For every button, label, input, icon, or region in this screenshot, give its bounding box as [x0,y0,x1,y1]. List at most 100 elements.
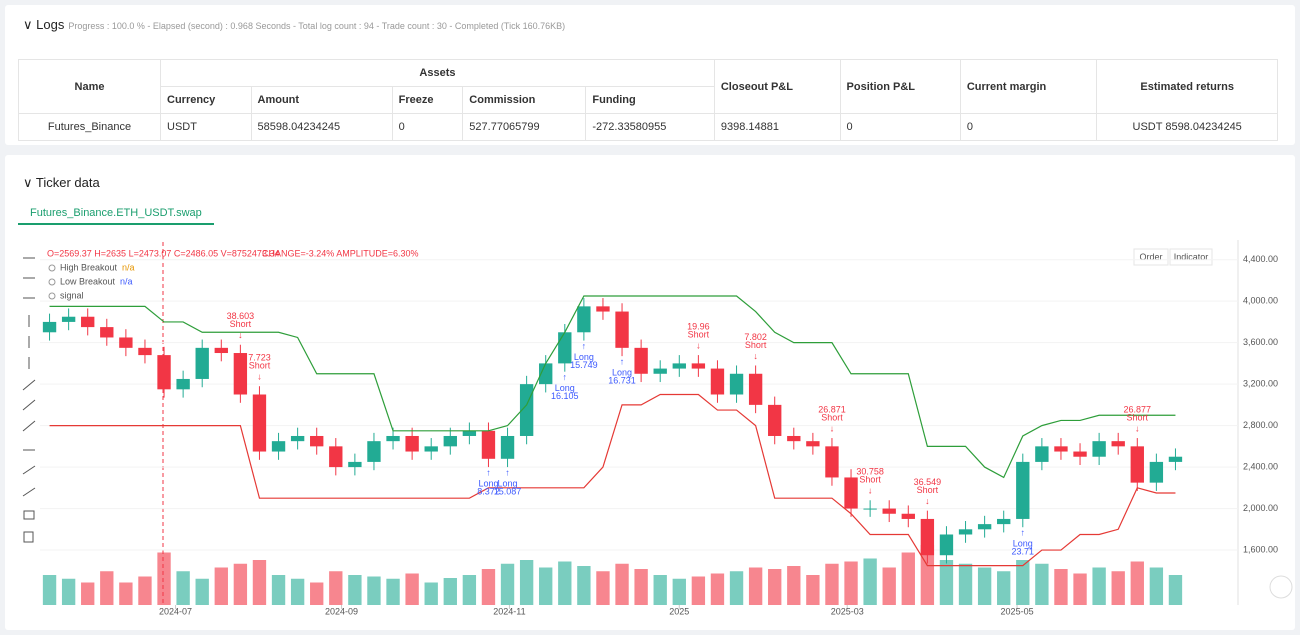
signal-label: Short [917,485,939,495]
indicator-button[interactable] [1169,248,1213,266]
ticker-panel: ∨ Ticker data Futures_Binance.ETH_USDT.s… [5,155,1295,630]
logs-title: Logs [36,17,65,32]
signal-label: Long [612,368,632,378]
table-cell: 0 [391,113,464,141]
ohlc-info: O=2569.37 H=2635 L=2473.07 C=2486.05 V=8… [47,248,279,258]
volume-bar [615,563,629,605]
legend-name: High Breakout [60,262,118,272]
candle-body [329,446,343,468]
candle-body [882,508,896,514]
table-cell: Closeout P&L [713,59,841,114]
scroll-button[interactable] [1269,575,1293,599]
signal-amount: 15.749 [570,360,598,370]
table-cell: -272.33580955 [585,113,715,141]
volume-bar [863,558,877,605]
signal-label: Short [230,319,252,329]
breakout-line [49,393,1176,567]
breakout-line [49,295,1176,479]
change-info: CHANGE=-3.24% AMPLITUDE=6.30% [262,248,419,258]
signal-label: Long [574,352,594,362]
table-cell: 527.77065799 [462,113,587,141]
signal-arrow: ↑ [486,467,491,477]
candle-body [748,373,763,405]
y-tick-label: 4,000.00 [1243,296,1278,306]
x-tick-label: 2024-07 [159,606,192,616]
signal-arrow: ↓ [257,372,262,382]
volume-bar [310,582,324,605]
volume-bar [653,575,667,605]
volume-bar [997,571,1011,605]
candle-body [768,404,782,436]
volume-bar [1092,567,1106,605]
candle-body [997,518,1011,525]
signal-label: Long [498,478,518,488]
order-button[interactable] [1133,248,1169,266]
candle-body [634,347,648,374]
signal-arrow: ↑ [505,467,510,477]
volume-bar [1168,575,1183,605]
candle-body [729,373,744,395]
y-tick-label: 3,600.00 [1243,337,1278,347]
order-button-label[interactable]: Order [1139,252,1162,262]
volume-bar [100,571,114,605]
volume-bar [176,571,190,605]
volume-bar [519,560,534,605]
signal-arrow: ↑ [563,372,568,382]
volume-bar [271,575,286,605]
signal-amount: 19.96 [687,321,710,331]
volume-bar [252,560,267,605]
candle-body [920,518,935,556]
candle-body [1168,456,1183,462]
candle-body [61,316,76,322]
volume-bar [481,569,496,605]
volume-bar [405,573,419,605]
candle-body [500,435,515,459]
signal-arrow: ↓ [696,340,701,350]
y-tick-label: 2,000.00 [1243,503,1278,513]
candle-body [424,446,438,452]
volume-bar [195,578,209,605]
ticker-header: ∨ Ticker data [23,175,100,190]
signal-arrow: ↓ [753,351,758,361]
candle-body [443,435,457,447]
signal-label: Short [821,412,843,422]
candle-body [901,513,915,519]
volume-bar [882,567,896,605]
signal-arrow: ↓ [1135,423,1140,433]
y-tick-label: 2,400.00 [1243,461,1278,471]
volume-bar [1016,560,1030,605]
table-cell: USDT 8598.04234245 [1096,113,1278,141]
candle-body [939,534,954,556]
volume-bar [1073,573,1087,605]
candle-body [252,394,267,452]
volume-bar [939,560,954,605]
table-row: Name Assets Closeout P&L Position P&L Curren… [18,59,1278,114]
volume-bar [367,576,381,605]
volume-bar [806,575,820,605]
volume-bar [977,567,992,605]
signal-amount: 16.731 [608,376,636,386]
volume-bar [634,569,648,605]
candle-body [653,368,667,374]
table-cell: 58598.04234245 [250,113,393,141]
volume-bar [768,569,782,605]
table-cell: 9398.14881 [713,113,841,141]
volume-bar [214,567,228,605]
table-cell: Current margin [959,59,1098,114]
volume-bar [901,552,915,605]
table-cell: Funding [585,86,715,114]
volume-bar [825,563,839,605]
table-row: Futures_Binance USDT 58598.04234245 0 527.77… [18,113,1278,141]
candle-body [405,435,419,452]
table-cell: Commission [462,86,587,114]
signal-label: Short [859,475,881,485]
candle-body [367,441,381,462]
signal-label: Long [478,478,498,488]
progress: Progress : 100.0 % - Elapsed (second) : … [68,21,566,31]
indicator-button-label[interactable]: Indicator [1174,252,1209,262]
volume-bar [577,566,591,605]
symbol-tab[interactable]: Futures_Binance.ETH_USDT.swap [18,203,214,225]
signal-amount: 15.087 [494,486,522,496]
volume-bar [729,571,744,605]
signal-amount: 26.871 [818,404,846,414]
